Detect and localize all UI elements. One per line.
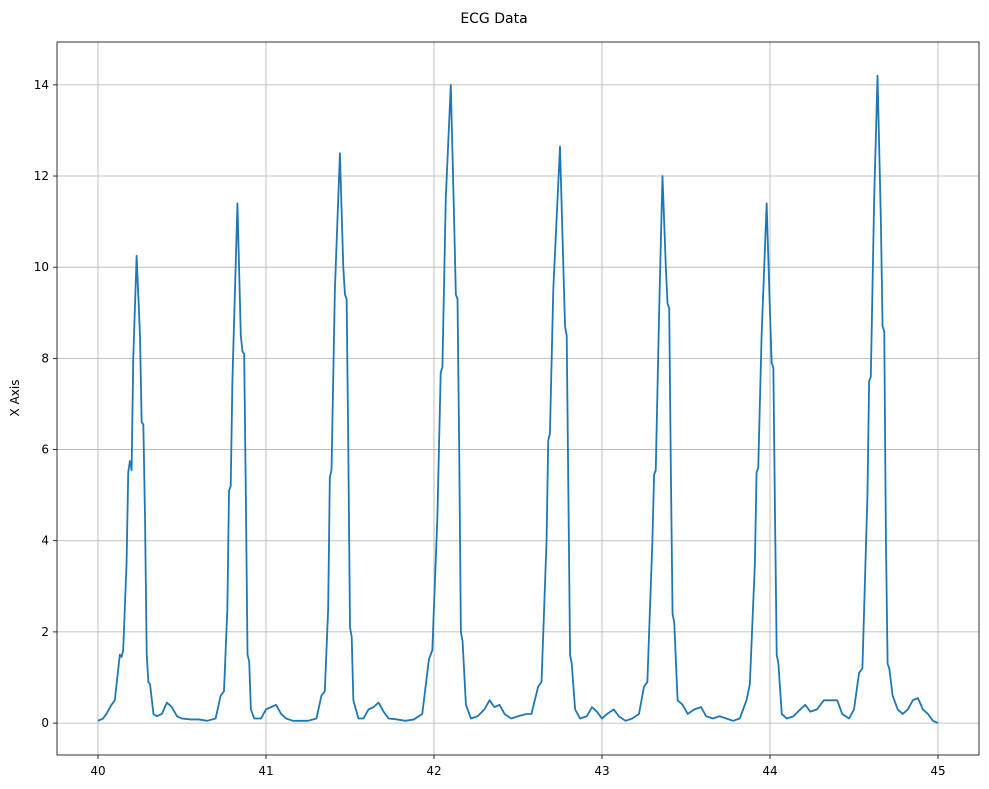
y-tick-label: 8 bbox=[41, 351, 49, 365]
plot-frame bbox=[56, 41, 980, 756]
x-tick-label: 43 bbox=[594, 764, 609, 778]
y-tick-label: 6 bbox=[41, 443, 49, 457]
y-tick-label: 12 bbox=[34, 169, 49, 183]
x-tick-label: 41 bbox=[258, 764, 273, 778]
y-tick-label: 4 bbox=[41, 534, 49, 548]
x-tick-label: 45 bbox=[930, 764, 945, 778]
y-tick-label: 0 bbox=[41, 716, 49, 730]
y-tick-label: 10 bbox=[34, 260, 49, 274]
x-tick-label: 42 bbox=[426, 764, 441, 778]
chart-title: ECG Data bbox=[460, 11, 527, 27]
y-axis-label: X Axis bbox=[8, 380, 22, 417]
x-tick-label: 44 bbox=[762, 764, 777, 778]
ecg-line bbox=[97, 74, 939, 724]
y-tick-label: 2 bbox=[41, 625, 49, 639]
x-tick-label: 40 bbox=[90, 764, 105, 778]
y-tick-label: 14 bbox=[34, 78, 49, 92]
